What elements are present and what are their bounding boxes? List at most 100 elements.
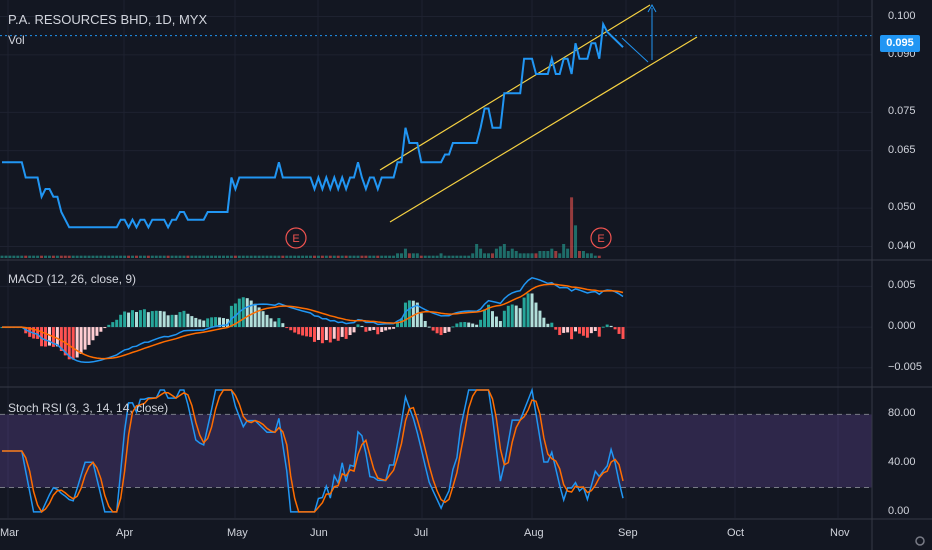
price-tick-label: 0.065	[888, 143, 916, 156]
macd-hist-bar	[494, 316, 498, 328]
volume-bar	[170, 255, 174, 258]
macd-hist-bar	[415, 302, 419, 328]
time-axis-label: Aug	[524, 527, 544, 539]
macd-hist-bar	[127, 312, 131, 328]
volume-bar	[0, 255, 4, 258]
volume-bar	[257, 255, 261, 258]
macd-hist-bar	[479, 319, 483, 328]
macd-hist-bar	[285, 327, 289, 329]
macd-hist-bar	[134, 311, 138, 328]
macd-hist-bar	[613, 327, 617, 330]
macd-hist-bar	[324, 327, 328, 341]
volume-bar	[411, 253, 415, 258]
volume-bar	[372, 255, 376, 258]
volume-bar	[55, 255, 59, 258]
volume-bar	[83, 255, 87, 258]
macd-hist-bar	[574, 327, 578, 332]
volume-bar	[570, 197, 574, 258]
macd-hist-bar	[467, 322, 471, 328]
earnings-marker-label: E	[597, 233, 604, 245]
volume-bar	[467, 255, 471, 258]
macd-hist-bar	[431, 327, 435, 331]
volume-bar	[131, 255, 135, 258]
volume-bar	[75, 255, 79, 258]
macd-hist-bar	[162, 311, 166, 328]
macd-hist-bar	[589, 327, 593, 334]
volume-bar	[44, 255, 48, 258]
symbol-title: P.A. RESOURCES BHD, 1D, MYX	[8, 12, 208, 27]
macd-hist-bar	[328, 327, 332, 343]
volume-bar	[352, 255, 356, 258]
channel-lower-line	[389, 36, 698, 223]
volume-bar	[202, 255, 206, 258]
volume-bar	[502, 244, 506, 258]
volume-bar	[340, 255, 344, 258]
macd-hist-bar	[316, 327, 320, 340]
volume-bar	[194, 255, 198, 258]
volume-bar	[8, 255, 12, 258]
volume-bar	[127, 255, 131, 258]
macd-hist-bar	[222, 318, 226, 328]
macd-hist-bar	[538, 310, 542, 328]
settings-gear-icon[interactable]	[912, 534, 928, 548]
volume-bar	[146, 255, 150, 258]
earnings-marker	[590, 227, 612, 249]
macd-hist-bar	[376, 327, 380, 335]
macd-hist-bar	[510, 304, 514, 328]
volume-bar	[305, 255, 309, 258]
macd-hist-bar	[380, 327, 384, 332]
macd-hist-bar	[91, 327, 95, 341]
volume-bar	[384, 255, 388, 258]
volume-bar	[269, 255, 273, 258]
volume-bar	[431, 255, 435, 258]
macd-hist-bar	[364, 327, 368, 332]
volume-bar	[245, 255, 249, 258]
macd-hist-bar	[554, 327, 558, 330]
macd-tick-label: −0.005	[888, 360, 922, 373]
macd-hist-bar	[261, 311, 265, 328]
macd-hist-bar	[490, 311, 494, 328]
macd-hist-bar	[542, 317, 546, 328]
macd-hist-bar	[617, 327, 621, 334]
macd-hist-bar	[443, 327, 447, 334]
macd-hist-bar	[471, 323, 475, 328]
volume-bar	[534, 253, 538, 258]
volume-bar	[554, 251, 558, 258]
macd-hist-bar	[293, 327, 297, 333]
volume-bar	[415, 253, 419, 258]
volume-bar	[115, 255, 119, 258]
volume-bar	[336, 255, 340, 258]
volume-bar	[289, 255, 293, 258]
macd-hist-bar	[320, 327, 324, 344]
macd-hist-bar	[534, 302, 538, 328]
macd-hist-bar	[214, 317, 218, 328]
macd-hist-bar	[277, 318, 281, 328]
volume-bar	[459, 255, 463, 258]
volume-bar	[577, 251, 581, 258]
volume-bar	[178, 255, 182, 258]
macd-hist-bar	[115, 319, 119, 328]
macd-hist-bar	[142, 309, 146, 328]
macd-hist-bar	[601, 326, 605, 328]
volume-bar	[364, 255, 368, 258]
price-tick-label: 0.040	[888, 239, 916, 252]
volume-bar	[123, 255, 127, 258]
macd-hist-bar	[384, 327, 388, 331]
macd-hist-bar	[40, 327, 44, 347]
volume-bar	[40, 255, 44, 258]
time-axis-label: Apr	[116, 527, 134, 539]
stoch-tick-label: 40.00	[888, 456, 916, 469]
volume-bar	[490, 253, 494, 258]
macd-hist-bar	[451, 326, 455, 328]
volume-bar	[566, 248, 570, 258]
macd-hist-bar	[289, 327, 293, 331]
macd-hist-bar	[83, 327, 87, 350]
macd-hist-bar	[483, 309, 487, 328]
volume-bar	[162, 255, 166, 258]
volume-bar	[316, 255, 320, 258]
macd-hist-bar	[459, 322, 463, 328]
macd-hist-bar	[530, 293, 534, 328]
volume-bar	[4, 255, 8, 258]
macd-hist-bar	[202, 320, 206, 328]
